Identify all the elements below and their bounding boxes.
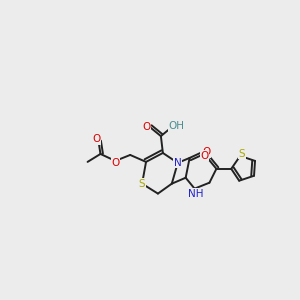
Text: O: O bbox=[142, 122, 150, 132]
Text: O: O bbox=[200, 151, 208, 161]
Text: O: O bbox=[202, 147, 211, 157]
Text: O: O bbox=[92, 134, 101, 144]
Text: S: S bbox=[239, 149, 245, 159]
Text: N: N bbox=[174, 158, 182, 168]
Text: S: S bbox=[139, 179, 146, 189]
Text: OH: OH bbox=[169, 121, 185, 131]
Text: NH: NH bbox=[188, 189, 203, 199]
Text: O: O bbox=[111, 158, 119, 168]
